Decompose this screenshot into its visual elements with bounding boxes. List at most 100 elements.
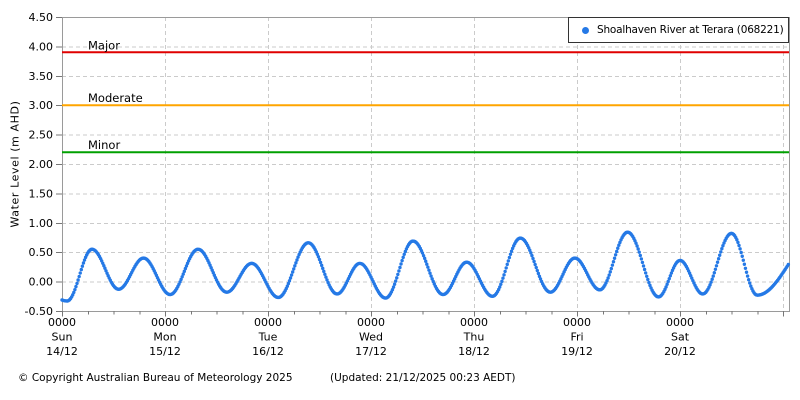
data-point	[400, 258, 404, 263]
data-point	[321, 266, 325, 271]
data-point	[745, 274, 750, 278]
data-point	[318, 260, 323, 265]
data-point	[668, 274, 673, 278]
data-point	[508, 252, 513, 256]
x-day-label-day: Thu	[463, 331, 485, 344]
data-point	[613, 253, 618, 257]
data-point	[502, 273, 506, 277]
data-point	[182, 269, 187, 274]
legend-box: Shoalhaven River at Terara (068221)	[568, 17, 789, 43]
data-point	[736, 240, 740, 245]
data-point	[505, 262, 509, 267]
data-point	[429, 274, 433, 278]
data-point	[643, 271, 648, 275]
data-point	[503, 269, 507, 274]
x-day-label-time: 0000	[254, 316, 282, 329]
data-point	[610, 263, 615, 267]
data-point	[430, 277, 434, 281]
data-point	[292, 267, 296, 271]
data-point	[713, 267, 718, 272]
data-point	[72, 290, 76, 295]
x-day-label-day: Tue	[258, 331, 278, 344]
data-point	[605, 278, 609, 283]
data-point	[181, 272, 185, 276]
threshold-label-moderate: Moderate	[88, 91, 143, 105]
y-tick-label: 4.50	[29, 11, 54, 24]
data-point	[746, 277, 751, 282]
data-point	[79, 267, 84, 272]
data-point	[667, 276, 671, 281]
data-point	[720, 247, 724, 251]
x-day-label-day: Sun	[52, 331, 73, 344]
data-point	[719, 250, 723, 254]
x-day-label-date: 14/12	[46, 345, 78, 358]
data-point	[498, 285, 502, 289]
data-point	[608, 270, 612, 274]
data-point	[401, 255, 405, 260]
data-point	[665, 282, 669, 286]
data-point	[749, 284, 753, 288]
data-point	[287, 279, 292, 283]
data-point	[395, 276, 399, 280]
data-point	[294, 261, 298, 265]
x-day-label-date: 20/12	[664, 345, 696, 358]
data-point	[81, 261, 86, 265]
data-point	[606, 276, 610, 280]
x-day-label-date: 19/12	[561, 345, 593, 358]
data-point	[708, 283, 712, 287]
y-axis-label: Water Level (m AHD)	[8, 100, 22, 228]
y-gridlines	[62, 17, 789, 283]
data-point	[500, 279, 504, 284]
threshold-label-major: Major	[88, 38, 120, 52]
x-day-label-date: 15/12	[149, 345, 181, 358]
data-point	[607, 273, 611, 277]
data-point	[710, 277, 714, 281]
data-point	[398, 265, 402, 270]
x-day-label-time: 0000	[460, 316, 488, 329]
data-point	[293, 264, 297, 268]
x-day-label-time: 0000	[151, 316, 179, 329]
data-point	[642, 267, 647, 272]
data-point	[507, 255, 512, 260]
data-point	[738, 247, 742, 251]
x-day-label-date: 16/12	[252, 345, 284, 358]
data-point	[420, 251, 425, 255]
x-day-label-time: 0000	[563, 316, 591, 329]
data-point	[428, 271, 432, 275]
threshold-label-minor: Minor	[88, 138, 120, 152]
data-point	[504, 266, 508, 270]
data-point	[295, 258, 299, 262]
data-point	[285, 284, 290, 288]
footer-copyright: © Copyright Australian Bureau of Meteoro…	[18, 372, 293, 384]
y-tick-label: 1.50	[29, 187, 54, 200]
data-point	[421, 253, 426, 258]
data-point	[742, 262, 747, 266]
plot-border	[62, 17, 790, 312]
data-point	[647, 280, 651, 285]
data-point	[735, 238, 739, 242]
data-point	[740, 254, 744, 258]
x-day-label-date: 18/12	[458, 345, 490, 358]
data-point	[75, 281, 79, 286]
data-point	[290, 270, 295, 274]
data-point	[501, 276, 505, 280]
data-point	[323, 272, 327, 277]
y-tick-label: 1.00	[29, 217, 54, 230]
data-point	[426, 265, 430, 269]
data-point	[73, 287, 77, 292]
data-point	[532, 259, 536, 264]
data-point	[399, 262, 403, 266]
data-point	[78, 271, 82, 275]
data-point	[739, 250, 743, 255]
data-point	[74, 284, 78, 289]
legend-marker-icon	[582, 26, 589, 34]
data-point	[646, 277, 650, 282]
data-point	[315, 252, 320, 256]
legend-label: Shoalhaven River at Terara (068221)	[597, 24, 784, 36]
data-point	[648, 283, 652, 288]
data-point	[786, 262, 791, 267]
data-point	[536, 271, 541, 276]
data-point	[179, 277, 183, 282]
